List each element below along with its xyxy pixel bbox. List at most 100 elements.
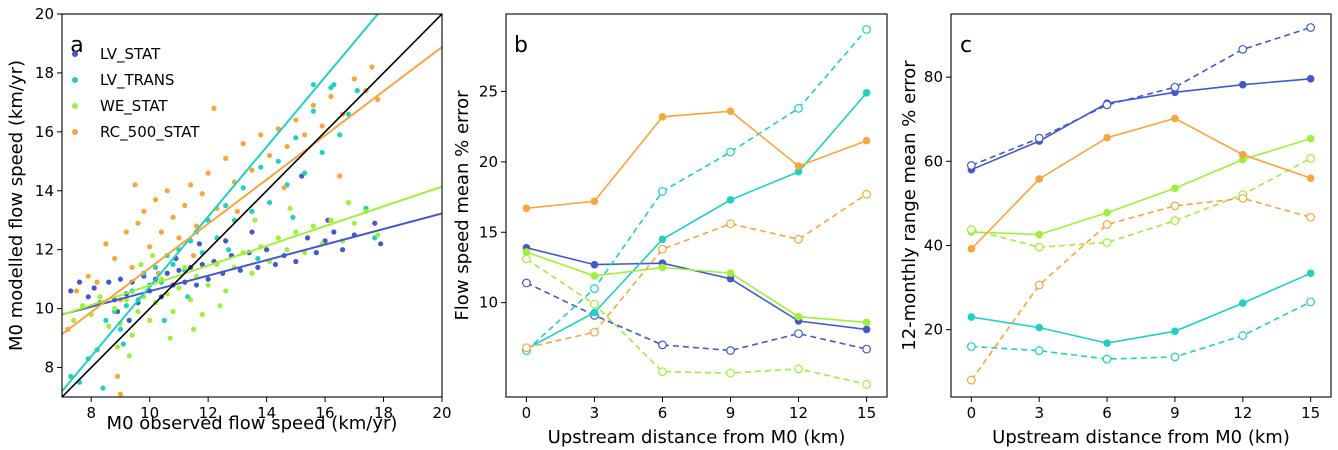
point-lv-trans	[161, 317, 167, 323]
point-we-stat-solid	[794, 312, 803, 321]
series-line-rc-500-stat-dashed	[526, 193, 868, 349]
point-lv-stat-solid	[862, 325, 871, 334]
point-lv-trans-dashed	[1306, 297, 1316, 307]
point-lv-trans	[123, 303, 129, 309]
point-lv-stat	[249, 229, 255, 235]
point-we-stat	[249, 270, 255, 276]
point-lv-stat	[255, 264, 261, 270]
scatter-panel-a: 8 10 12 14 16 18 20 8 10 12 14 16 18 20 M0 observed fl…	[6, 5, 452, 434]
point-rc-500-stat	[103, 241, 109, 247]
point-we-stat-solid	[1306, 134, 1315, 143]
point-rc-500-stat	[281, 185, 287, 191]
point-lv-trans-dashed	[862, 25, 871, 34]
point-rc-500-stat	[293, 117, 299, 123]
point-lv-stat-dashed	[1034, 133, 1044, 143]
legend-label-we-stat: WE_STAT	[100, 97, 168, 116]
point-we-stat	[223, 288, 229, 294]
point-lv-trans	[302, 170, 308, 176]
x-axis-label: Upstream distance from M0 (km)	[992, 427, 1290, 448]
point-lv-stat	[313, 250, 319, 256]
x-tick-label: 6	[658, 404, 668, 422]
axes-frame	[950, 13, 1332, 398]
point-we-stat-solid	[1035, 230, 1044, 239]
series-line-lv-trans-dashed	[971, 301, 1311, 360]
point-lv-stat	[164, 270, 170, 276]
point-we-stat	[147, 317, 153, 323]
point-lv-stat	[68, 288, 74, 294]
point-lv-stat	[106, 279, 112, 285]
point-we-stat	[328, 217, 334, 223]
point-we-stat-dashed	[726, 368, 735, 378]
point-lv-trans	[120, 341, 126, 347]
y-tick-label: 40	[924, 236, 943, 254]
y-tick-label: 14	[35, 182, 54, 200]
point-rc-500-stat	[319, 123, 325, 129]
point-lv-stat-solid	[726, 274, 735, 283]
point-lv-trans	[117, 326, 124, 332]
y-tick-label: 10	[35, 300, 54, 318]
point-we-stat-solid	[1103, 208, 1111, 217]
point-lv-stat	[176, 267, 182, 273]
point-lv-stat-dashed	[1102, 100, 1112, 110]
point-lv-trans-solid	[862, 89, 871, 97]
point-we-stat	[351, 220, 357, 226]
point-rc-500-stat	[249, 167, 255, 173]
point-rc-500-stat	[182, 202, 188, 209]
point-rc-500-stat	[337, 173, 343, 179]
series-line-we-stat-dashed	[971, 157, 1311, 249]
point-lv-stat	[272, 261, 278, 268]
legend-marker-lv-trans	[72, 77, 78, 83]
point-lv-stat	[293, 258, 299, 265]
x-axis-label: M0 observed flow speed (km/yr)	[107, 413, 398, 434]
point-lv-trans	[152, 264, 159, 270]
point-rc-500-stat	[132, 182, 138, 188]
point-lv-stat-dashed	[658, 340, 667, 350]
point-lv-stat	[264, 247, 270, 253]
x-tick-label: 3	[1034, 404, 1044, 422]
point-lv-trans	[223, 202, 229, 209]
point-we-stat	[199, 311, 205, 318]
point-lv-trans	[293, 135, 299, 141]
y-axis-label: Flow speed mean % error	[452, 90, 473, 321]
point-we-stat	[129, 332, 135, 338]
y-tick-label: 80	[924, 68, 943, 86]
point-we-stat-dashed	[1306, 153, 1316, 163]
point-lv-trans	[266, 199, 273, 206]
fit-line-rc-500-stat	[62, 46, 442, 336]
point-lv-trans	[354, 88, 360, 94]
y-tick-label: 25	[479, 82, 498, 100]
point-lv-trans-dashed	[1170, 352, 1180, 362]
series-line-lv-stat-dashed	[526, 282, 867, 352]
point-we-stat	[252, 217, 258, 223]
point-lv-stat-dashed	[1306, 23, 1316, 32]
point-we-stat-solid	[862, 318, 871, 327]
point-we-stat	[182, 264, 188, 270]
point-lv-trans	[226, 247, 232, 253]
point-rc-500-stat	[351, 76, 357, 82]
point-rc-500-stat	[266, 152, 273, 159]
point-rc-500-stat-dashed	[590, 327, 599, 337]
point-lv-trans	[275, 158, 281, 164]
series-line-lv-stat-solid	[971, 78, 1311, 171]
point-rc-500-stat	[284, 143, 290, 150]
point-rc-500-stat-dashed	[1238, 193, 1248, 203]
point-lv-trans	[249, 208, 255, 214]
line-panel-c: 0 3 6 9 12 15 20 40 60 80 Upstream distance from M…	[899, 13, 1332, 448]
point-lv-trans-dashed	[966, 342, 976, 351]
y-tick-label: 10	[479, 294, 498, 312]
y-axis-label: 12-monthly range mean % error	[899, 60, 920, 351]
point-we-stat-dashed	[862, 379, 871, 389]
point-we-stat	[287, 205, 293, 212]
series-line-we-stat-solid	[526, 251, 867, 324]
point-lv-trans-dashed	[658, 187, 667, 196]
point-lv-stat-solid	[1306, 75, 1315, 83]
point-we-stat	[217, 303, 223, 309]
legend-marker-we-stat	[72, 103, 78, 109]
point-rc-500-stat	[170, 214, 176, 220]
point-lv-trans	[290, 214, 296, 220]
point-we-stat-dashed	[658, 367, 667, 377]
point-rc-500-stat-dashed	[1306, 212, 1316, 222]
point-rc-500-stat-dashed	[658, 244, 667, 254]
point-rc-500-stat	[240, 141, 246, 147]
point-rc-500-stat	[310, 102, 316, 108]
